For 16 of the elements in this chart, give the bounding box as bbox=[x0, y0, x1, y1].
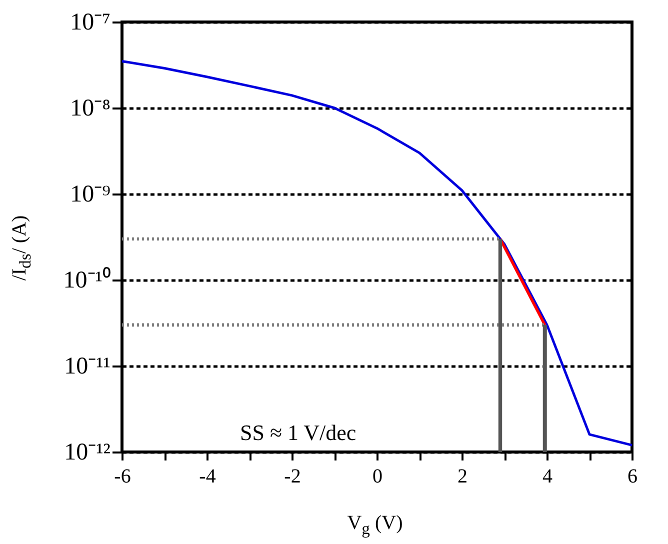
x-axis-title: V$_{g}$ (V) bbox=[347, 512, 403, 539]
y-tick-label: 10⁻¹¹ bbox=[64, 354, 110, 380]
x-tick-label: 0 bbox=[372, 466, 382, 488]
y-tick-label: 10⁻⁸ bbox=[70, 96, 110, 122]
y-tick-label: 10⁻¹⁰ bbox=[63, 266, 110, 294]
x-tick-label: -2 bbox=[284, 466, 301, 488]
line-series bbox=[120, 60, 634, 446]
x-tick-label: -4 bbox=[199, 466, 216, 488]
x-tick-label: 6 bbox=[628, 466, 638, 488]
y-tick-label: 10⁻¹² bbox=[64, 440, 110, 466]
x-tick-label: 4 bbox=[542, 466, 552, 488]
y-tick-label: 10⁻⁹ bbox=[70, 182, 110, 208]
x-tick-label: 2 bbox=[458, 466, 468, 488]
annotation: SS ≈ 1 V/dec bbox=[240, 420, 356, 446]
y-tick-label: 10⁻⁷ bbox=[70, 10, 110, 36]
x-tick-label: -6 bbox=[114, 466, 131, 488]
